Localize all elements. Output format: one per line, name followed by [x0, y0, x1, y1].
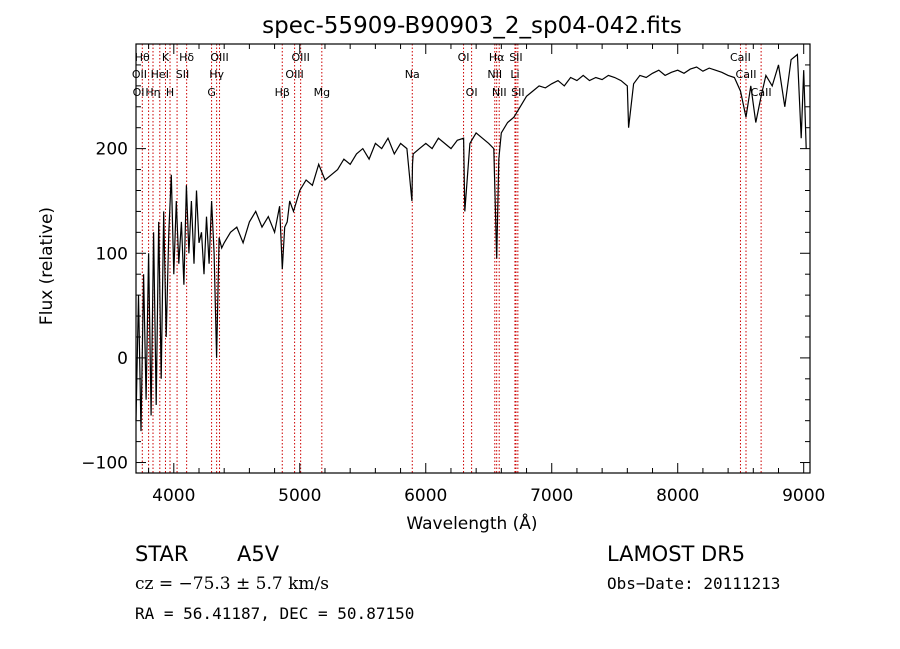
coordinates: RA = 56.41187, DEC = 50.87150 — [135, 604, 415, 623]
line-label: Li — [510, 68, 519, 81]
line-label: K — [162, 51, 170, 64]
line-label: Mg — [314, 86, 330, 99]
x-tick-label: 5000 — [278, 486, 321, 506]
object-class: STAR — [135, 542, 189, 566]
line-label: HeI — [151, 68, 169, 81]
observation-date: Obs−Date: 20111213 — [607, 574, 781, 593]
spectral-subclass: A5V — [237, 542, 280, 566]
line-label: OIII — [285, 68, 303, 81]
line-label: CaII — [751, 86, 772, 99]
spectrum-line — [135, 53, 807, 432]
spectral-line-markers — [141, 44, 762, 473]
line-label: Hγ — [209, 68, 224, 81]
x-tick-label: 6000 — [404, 486, 447, 506]
x-tick-label: 9000 — [782, 486, 825, 506]
plot-frame — [135, 43, 811, 474]
line-label: OI — [133, 86, 145, 99]
line-label: OI — [458, 51, 470, 64]
x-tick-label: 7000 — [530, 486, 573, 506]
y-tick-label: 0 — [117, 349, 128, 369]
chart-title: spec-55909-B90903_2_sp04-042.fits — [262, 13, 682, 39]
x-axis-label: Wavelength (Å) — [406, 512, 537, 534]
line-label: OI — [466, 86, 478, 99]
line-label: SII — [176, 68, 189, 81]
x-tick-label: 4000 — [152, 486, 195, 506]
line-label: SII — [511, 86, 524, 99]
y-tick-label: 100 — [96, 244, 128, 264]
y-axis-ticks: −100 0 100 200 — [81, 64, 810, 474]
line-label: Hδ — [179, 51, 194, 64]
line-label: CaII — [736, 68, 757, 81]
line-label: Hη — [145, 86, 160, 99]
line-label: SII — [509, 51, 522, 64]
line-label: OIII — [291, 51, 309, 64]
line-label: G — [207, 86, 216, 99]
line-label: OIII — [210, 51, 228, 64]
y-axis-label: Flux (relative) — [37, 207, 57, 325]
y-tick-label: 200 — [96, 140, 128, 160]
spectral-line-labels: Hθ K Hδ OIII OIII OI Hα SII CaII OII HeI SII Hγ OIII N… — [132, 51, 772, 99]
y-tick-label: −100 — [81, 454, 128, 474]
survey-name: LAMOST DR5 — [607, 542, 746, 566]
line-label: Hβ — [275, 86, 290, 99]
line-label: H — [166, 86, 174, 99]
line-label: Hα — [489, 51, 505, 64]
line-label: Hθ — [135, 51, 150, 64]
redshift-velocity: cz = −75.3 ± 5.7 km/s — [135, 574, 329, 594]
x-tick-label: 8000 — [656, 486, 699, 506]
line-label: CaII — [730, 51, 751, 64]
line-label: NII — [492, 86, 507, 99]
line-label: Na — [405, 68, 420, 81]
x-axis-ticks: 4000 5000 6000 7000 8000 9000 — [148, 44, 825, 506]
line-label: NII — [487, 68, 502, 81]
line-label: OII — [132, 68, 147, 81]
